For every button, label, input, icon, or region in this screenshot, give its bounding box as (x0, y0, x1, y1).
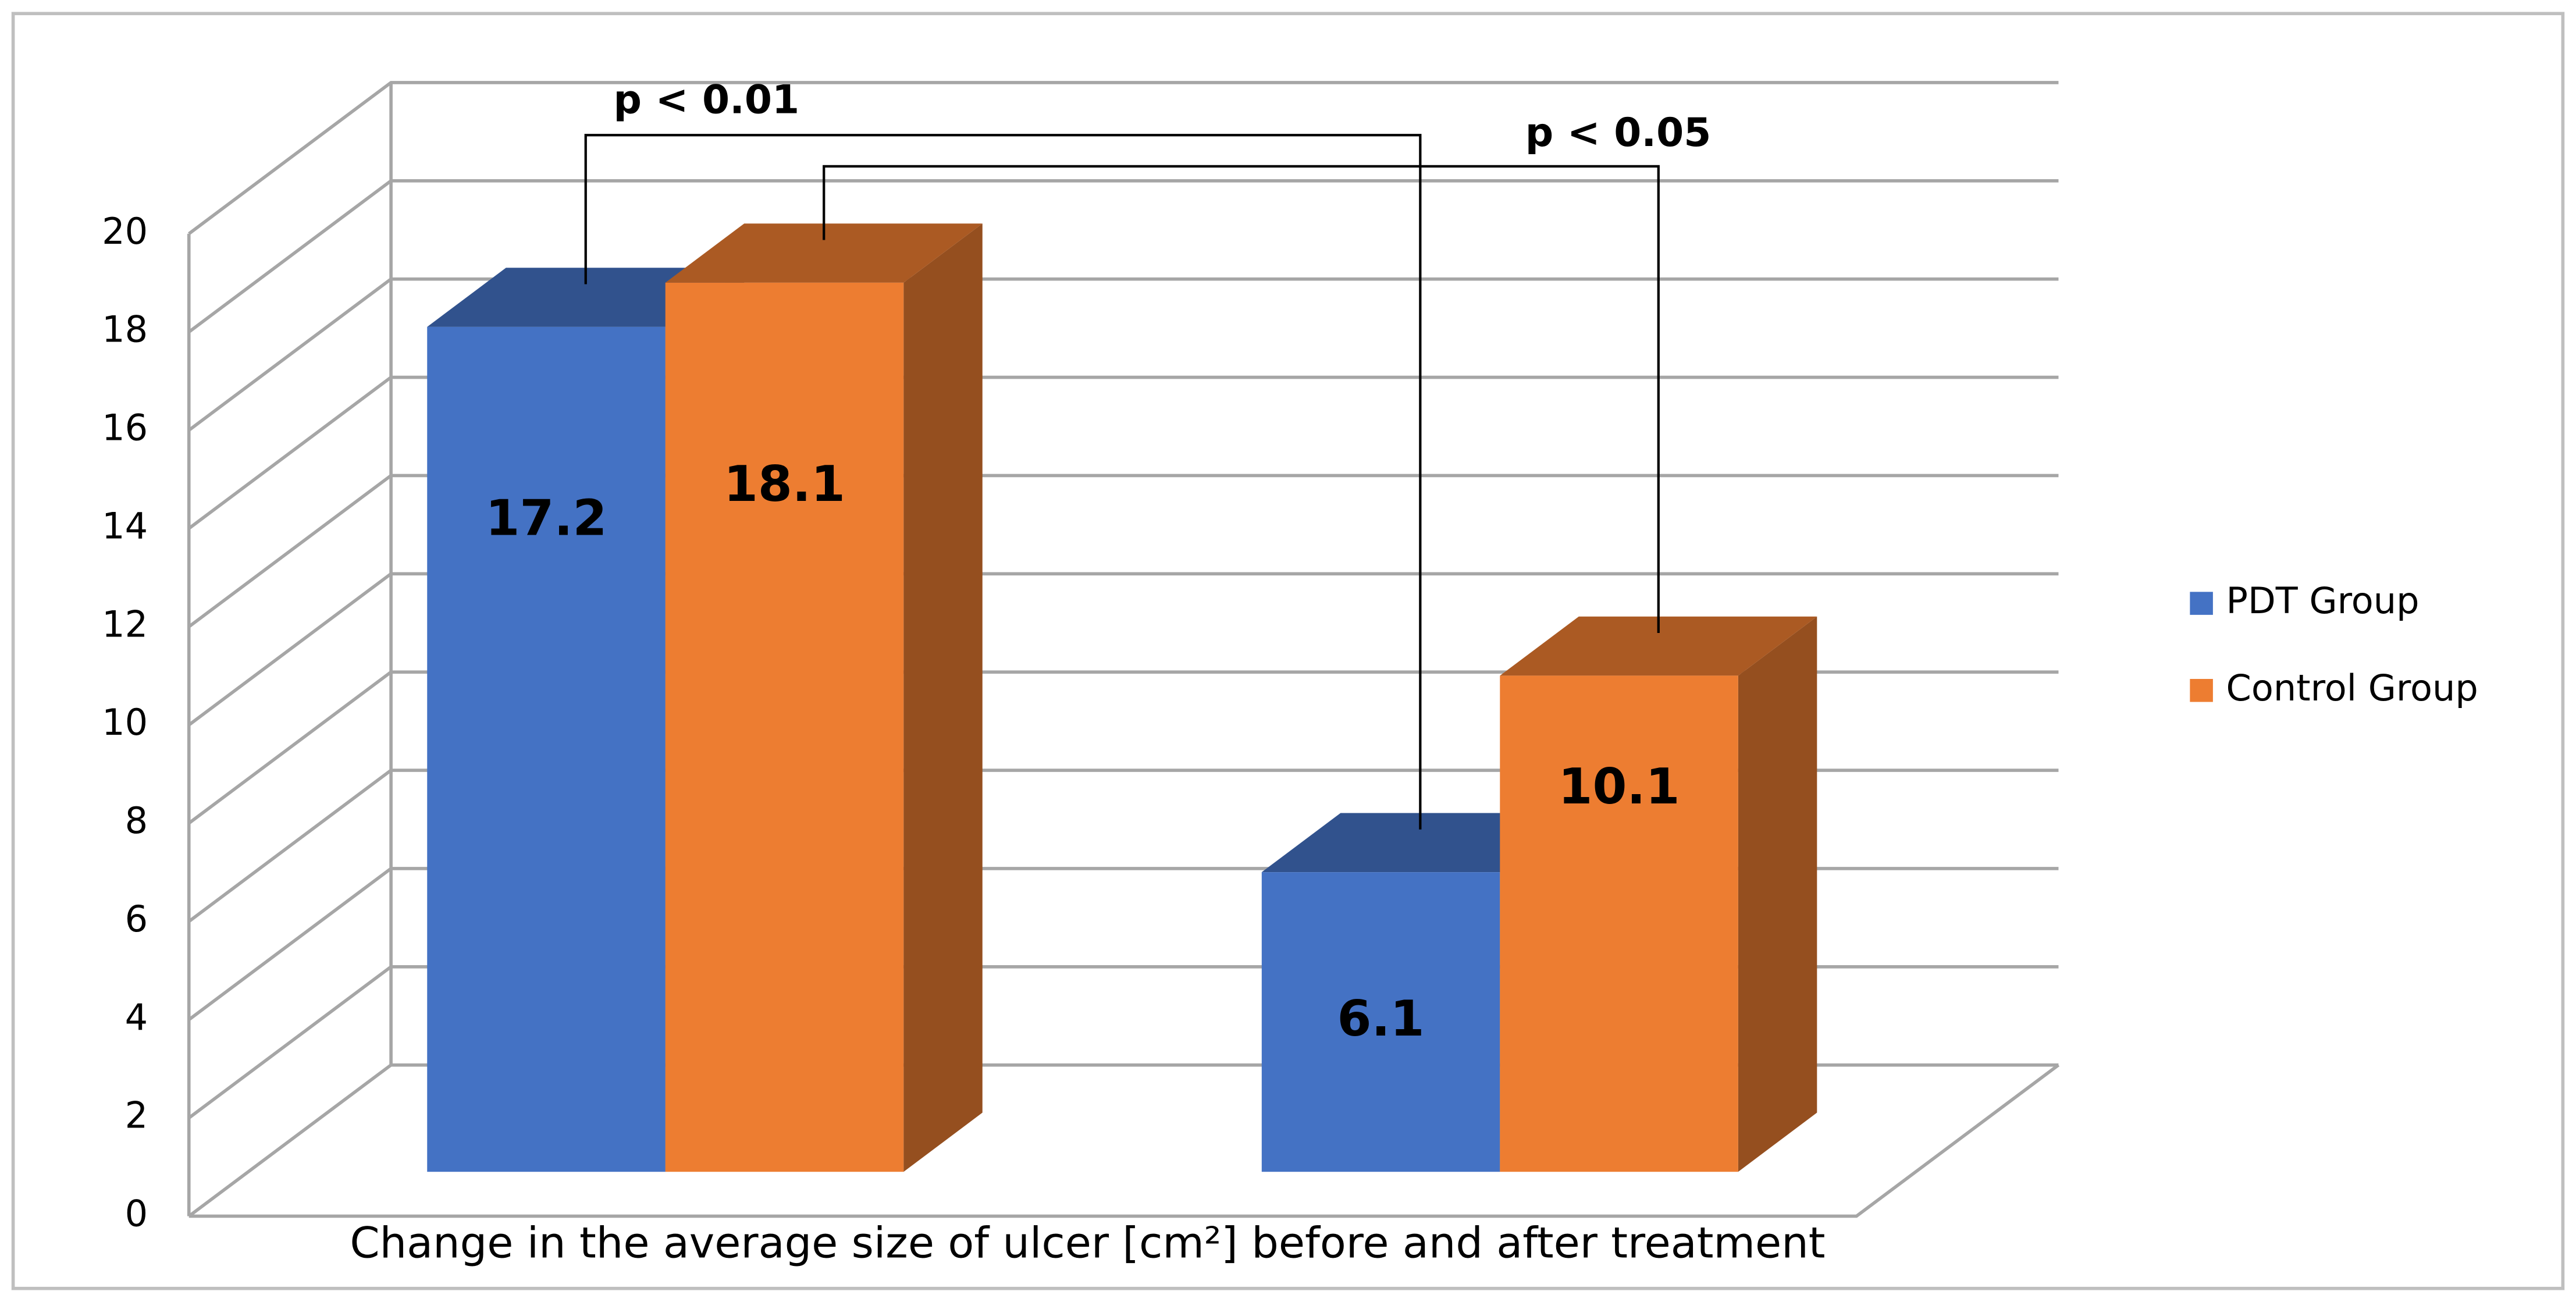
bar-front (665, 282, 904, 1172)
data-label: 10.1 (1559, 757, 1680, 815)
floor (188, 1063, 2060, 1218)
legend-swatch (2190, 592, 2213, 615)
significance-bracket (823, 165, 1660, 633)
data-label: 17.2 (485, 489, 607, 546)
y-tick-label: 14 (102, 504, 148, 547)
bar (665, 223, 983, 1172)
bar-top (1261, 813, 1579, 873)
legend-swatch (2190, 679, 2213, 702)
data-label: 18.1 (724, 455, 845, 513)
y-tick-label: 8 (125, 799, 148, 842)
data-label: 6.1 (1337, 990, 1425, 1047)
bar (427, 268, 745, 1172)
significance-bracket (584, 134, 1422, 830)
y-tick-label: 18 (102, 308, 148, 351)
significance-label: p < 0.05 (1525, 109, 1712, 155)
y-tick-label: 20 (102, 210, 148, 252)
significance-label: p < 0.01 (613, 76, 799, 122)
bar-side (903, 223, 983, 1172)
y-tick-label: 0 (125, 1193, 148, 1235)
y-tick-label: 6 (125, 898, 148, 940)
legend-label: PDT Group (2226, 579, 2419, 622)
bar-top (665, 223, 983, 283)
bar-top (1500, 616, 1817, 676)
y-tick-label: 4 (125, 996, 148, 1038)
bar-top (427, 268, 745, 327)
bar-front (1261, 872, 1500, 1172)
y-tick-label: 12 (102, 603, 148, 645)
bar-front (1500, 675, 1738, 1172)
y-tick-label: 2 (125, 1094, 148, 1137)
bar (1500, 616, 1817, 1172)
bar-side (1738, 616, 1817, 1172)
x-axis-title: Change in the average size of ulcer [cm²… (350, 1218, 1825, 1268)
y-tick-label: 16 (102, 407, 148, 449)
y-tick-label: 10 (102, 701, 148, 744)
bar-front (427, 326, 666, 1172)
legend-label: Control Group (2226, 667, 2478, 709)
